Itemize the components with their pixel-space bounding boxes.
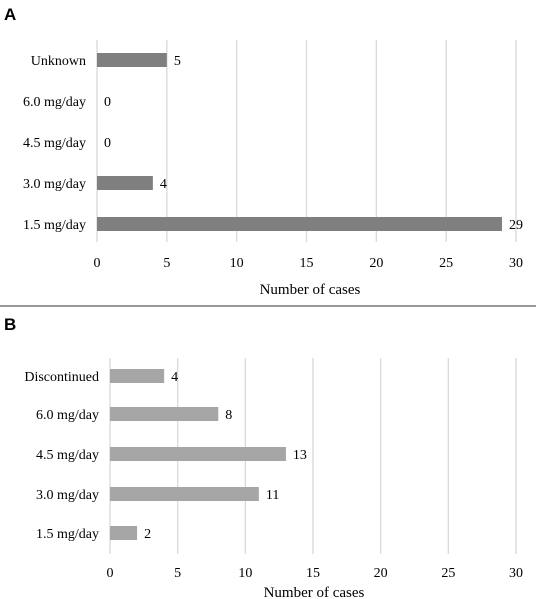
bar xyxy=(110,369,165,383)
tick-label: 15 xyxy=(306,566,320,581)
data-label: 5 xyxy=(174,54,181,69)
data-labels-b: 4 8 13 11 2 xyxy=(144,370,307,542)
bar xyxy=(110,487,259,501)
bar xyxy=(110,526,138,540)
tick-label: 20 xyxy=(369,256,383,271)
data-label: 11 xyxy=(266,488,279,503)
category-labels-b: Discontinued 6.0 mg/day 4.5 mg/day 3.0 mg/d… xyxy=(24,370,99,542)
bar xyxy=(110,447,286,461)
tick-label: 10 xyxy=(238,566,252,581)
category-label: Unknown xyxy=(31,54,86,69)
tick-label: 25 xyxy=(439,256,453,271)
tick-label: 0 xyxy=(94,256,101,271)
tick-label: 30 xyxy=(509,566,523,581)
bars-a xyxy=(97,53,503,231)
data-label: 2 xyxy=(144,527,151,542)
data-label: 0 xyxy=(104,95,111,110)
x-axis-title-b: Number of cases xyxy=(264,585,365,599)
category-label: 3.0 mg/day xyxy=(36,488,99,503)
bar xyxy=(97,176,153,190)
category-labels-a: Unknown 6.0 mg/day 4.5 mg/day 3.0 mg/day 1.5… xyxy=(23,54,86,233)
data-label: 4 xyxy=(160,177,167,192)
tick-label: 30 xyxy=(509,256,523,271)
category-label: Discontinued xyxy=(24,370,99,385)
tick-labels-a: 0 5 10 15 20 25 30 xyxy=(94,256,524,271)
tick-label: 15 xyxy=(300,256,314,271)
data-label: 8 xyxy=(225,408,232,423)
category-label: 3.0 mg/day xyxy=(23,177,86,192)
category-label: 1.5 mg/day xyxy=(23,218,86,233)
tick-label: 25 xyxy=(441,566,455,581)
tick-label: 10 xyxy=(230,256,244,271)
data-label: 13 xyxy=(293,448,307,463)
tick-label: 0 xyxy=(107,566,114,581)
tick-label: 5 xyxy=(163,256,170,271)
panel-b: B Discontinued 6.0 mg/day 4.5 mg/day 3.0 mg… xyxy=(4,315,523,599)
panel-label-b: B xyxy=(4,315,16,334)
tick-label: 20 xyxy=(374,566,388,581)
panel-a: A Unknown 6.0 mg/day 4.5 mg/day 3.0 mg/day 1… xyxy=(4,5,523,298)
x-axis-title-a: Number of cases xyxy=(260,282,361,298)
category-label: 1.5 mg/day xyxy=(36,527,99,542)
tick-labels-b: 0 5 10 15 20 25 30 xyxy=(107,566,524,581)
panel-label-a: A xyxy=(4,5,16,24)
category-label: 6.0 mg/day xyxy=(23,95,86,110)
bars-b xyxy=(110,369,286,540)
category-label: 4.5 mg/day xyxy=(36,448,99,463)
bar xyxy=(110,407,219,421)
data-label: 0 xyxy=(104,136,111,151)
data-labels-a: 5 0 0 4 29 xyxy=(104,54,523,233)
category-label: 4.5 mg/day xyxy=(23,136,86,151)
tick-label: 5 xyxy=(174,566,181,581)
data-label: 4 xyxy=(171,370,178,385)
category-label: 6.0 mg/day xyxy=(36,408,99,423)
bar xyxy=(97,53,167,67)
bar xyxy=(97,217,503,231)
data-label: 29 xyxy=(509,218,523,233)
grid-lines-a xyxy=(96,40,517,242)
